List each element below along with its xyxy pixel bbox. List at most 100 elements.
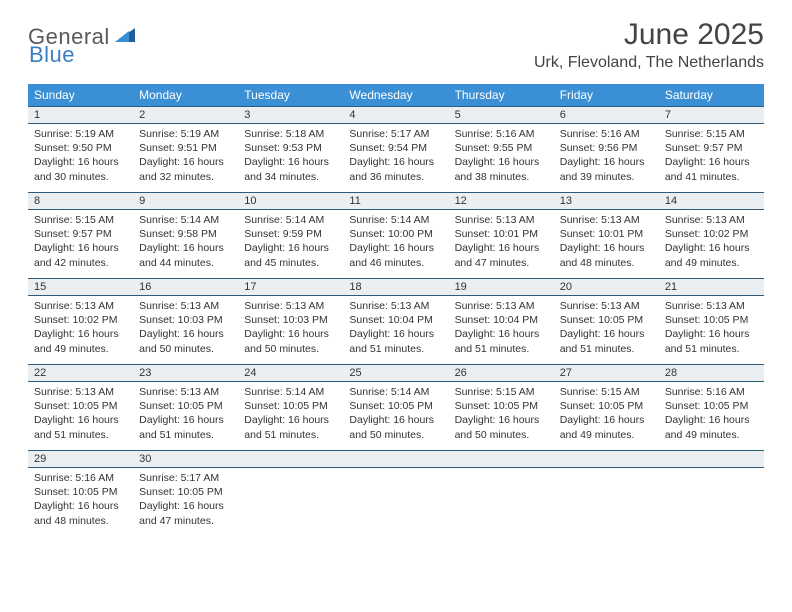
daylight-text: Daylight: 16 hours and 45 minutes. [244, 241, 337, 269]
day-number: 3 [238, 106, 343, 124]
calendar-day-cell: 1Sunrise: 5:19 AMSunset: 9:50 PMDaylight… [28, 106, 133, 192]
daylight-text: Daylight: 16 hours and 38 minutes. [455, 155, 548, 183]
header-row: General June 2025 Urk, Flevoland, The Ne… [28, 18, 764, 72]
daylight-text: Daylight: 16 hours and 50 minutes. [244, 327, 337, 355]
sunset-text: Sunset: 10:05 PM [560, 399, 653, 413]
sunset-text: Sunset: 9:59 PM [244, 227, 337, 241]
sunrise-text: Sunrise: 5:13 AM [244, 299, 337, 313]
sunrise-text: Sunrise: 5:15 AM [34, 213, 127, 227]
day-header: Sunday [28, 84, 133, 106]
day-number: 18 [343, 278, 448, 296]
day-content: Sunrise: 5:16 AMSunset: 9:56 PMDaylight:… [554, 124, 659, 188]
day-number: 17 [238, 278, 343, 296]
day-content: Sunrise: 5:17 AMSunset: 9:54 PMDaylight:… [343, 124, 448, 188]
day-content: Sunrise: 5:13 AMSunset: 10:05 PMDaylight… [133, 382, 238, 446]
day-content: Sunrise: 5:14 AMSunset: 10:05 PMDaylight… [238, 382, 343, 446]
sunrise-text: Sunrise: 5:13 AM [665, 299, 758, 313]
day-content: Sunrise: 5:14 AMSunset: 10:00 PMDaylight… [343, 210, 448, 274]
sunrise-text: Sunrise: 5:16 AM [455, 127, 548, 141]
sunset-text: Sunset: 10:05 PM [349, 399, 442, 413]
daylight-text: Daylight: 16 hours and 44 minutes. [139, 241, 232, 269]
calendar-day-cell: 4Sunrise: 5:17 AMSunset: 9:54 PMDaylight… [343, 106, 448, 192]
sunrise-text: Sunrise: 5:15 AM [455, 385, 548, 399]
title-block: June 2025 Urk, Flevoland, The Netherland… [534, 18, 764, 72]
day-content: Sunrise: 5:18 AMSunset: 9:53 PMDaylight:… [238, 124, 343, 188]
daylight-text: Daylight: 16 hours and 41 minutes. [665, 155, 758, 183]
day-number: 14 [659, 192, 764, 210]
calendar-day-cell [343, 450, 448, 536]
day-number [659, 450, 764, 468]
sunrise-text: Sunrise: 5:13 AM [665, 213, 758, 227]
sunrise-text: Sunrise: 5:16 AM [665, 385, 758, 399]
sunset-text: Sunset: 10:05 PM [34, 399, 127, 413]
daylight-text: Daylight: 16 hours and 42 minutes. [34, 241, 127, 269]
calendar-week-row: 1Sunrise: 5:19 AMSunset: 9:50 PMDaylight… [28, 106, 764, 192]
daylight-text: Daylight: 16 hours and 32 minutes. [139, 155, 232, 183]
sunrise-text: Sunrise: 5:19 AM [34, 127, 127, 141]
logo-text-blue: Blue [29, 42, 75, 67]
daylight-text: Daylight: 16 hours and 47 minutes. [455, 241, 548, 269]
sunset-text: Sunset: 10:02 PM [34, 313, 127, 327]
sunset-text: Sunset: 10:01 PM [560, 227, 653, 241]
calendar-day-cell: 8Sunrise: 5:15 AMSunset: 9:57 PMDaylight… [28, 192, 133, 278]
day-number: 15 [28, 278, 133, 296]
day-number [554, 450, 659, 468]
location-text: Urk, Flevoland, The Netherlands [534, 54, 764, 72]
sunset-text: Sunset: 9:58 PM [139, 227, 232, 241]
calendar-body: 1Sunrise: 5:19 AMSunset: 9:50 PMDaylight… [28, 106, 764, 536]
day-number: 21 [659, 278, 764, 296]
day-number: 10 [238, 192, 343, 210]
calendar-day-cell: 17Sunrise: 5:13 AMSunset: 10:03 PMDaylig… [238, 278, 343, 364]
sunrise-text: Sunrise: 5:16 AM [560, 127, 653, 141]
day-number: 20 [554, 278, 659, 296]
calendar-week-row: 15Sunrise: 5:13 AMSunset: 10:02 PMDaylig… [28, 278, 764, 364]
day-content: Sunrise: 5:14 AMSunset: 9:59 PMDaylight:… [238, 210, 343, 274]
day-content: Sunrise: 5:14 AMSunset: 10:05 PMDaylight… [343, 382, 448, 446]
calendar-day-cell: 11Sunrise: 5:14 AMSunset: 10:00 PMDaylig… [343, 192, 448, 278]
sunrise-text: Sunrise: 5:14 AM [244, 385, 337, 399]
sunrise-text: Sunrise: 5:13 AM [34, 385, 127, 399]
sunset-text: Sunset: 10:03 PM [139, 313, 232, 327]
daylight-text: Daylight: 16 hours and 49 minutes. [665, 413, 758, 441]
calendar-header: SundayMondayTuesdayWednesdayThursdayFrid… [28, 84, 764, 106]
day-header: Saturday [659, 84, 764, 106]
sunrise-text: Sunrise: 5:19 AM [139, 127, 232, 141]
calendar-day-cell: 10Sunrise: 5:14 AMSunset: 9:59 PMDayligh… [238, 192, 343, 278]
sunrise-text: Sunrise: 5:13 AM [560, 213, 653, 227]
calendar-day-cell: 13Sunrise: 5:13 AMSunset: 10:01 PMDaylig… [554, 192, 659, 278]
sunrise-text: Sunrise: 5:17 AM [349, 127, 442, 141]
day-number: 27 [554, 364, 659, 382]
day-content: Sunrise: 5:13 AMSunset: 10:01 PMDaylight… [449, 210, 554, 274]
day-content: Sunrise: 5:13 AMSunset: 10:05 PMDaylight… [28, 382, 133, 446]
sunset-text: Sunset: 9:54 PM [349, 141, 442, 155]
daylight-text: Daylight: 16 hours and 51 minutes. [455, 327, 548, 355]
sunrise-text: Sunrise: 5:13 AM [560, 299, 653, 313]
day-number: 7 [659, 106, 764, 124]
calendar-day-cell: 18Sunrise: 5:13 AMSunset: 10:04 PMDaylig… [343, 278, 448, 364]
sunset-text: Sunset: 10:04 PM [455, 313, 548, 327]
sunset-text: Sunset: 9:51 PM [139, 141, 232, 155]
sunrise-text: Sunrise: 5:13 AM [455, 213, 548, 227]
sunrise-text: Sunrise: 5:18 AM [244, 127, 337, 141]
daylight-text: Daylight: 16 hours and 50 minutes. [139, 327, 232, 355]
daylight-text: Daylight: 16 hours and 51 minutes. [349, 327, 442, 355]
daylight-text: Daylight: 16 hours and 49 minutes. [34, 327, 127, 355]
calendar-day-cell: 12Sunrise: 5:13 AMSunset: 10:01 PMDaylig… [449, 192, 554, 278]
day-header: Wednesday [343, 84, 448, 106]
day-number: 12 [449, 192, 554, 210]
sunrise-text: Sunrise: 5:14 AM [244, 213, 337, 227]
day-header: Tuesday [238, 84, 343, 106]
calendar-day-cell: 5Sunrise: 5:16 AMSunset: 9:55 PMDaylight… [449, 106, 554, 192]
sunset-text: Sunset: 10:05 PM [560, 313, 653, 327]
day-number: 13 [554, 192, 659, 210]
calendar-day-cell: 22Sunrise: 5:13 AMSunset: 10:05 PMDaylig… [28, 364, 133, 450]
daylight-text: Daylight: 16 hours and 49 minutes. [560, 413, 653, 441]
day-content: Sunrise: 5:13 AMSunset: 10:02 PMDaylight… [28, 296, 133, 360]
sunset-text: Sunset: 10:05 PM [139, 399, 232, 413]
day-content: Sunrise: 5:13 AMSunset: 10:04 PMDaylight… [343, 296, 448, 360]
calendar-day-cell: 28Sunrise: 5:16 AMSunset: 10:05 PMDaylig… [659, 364, 764, 450]
calendar-day-cell [659, 450, 764, 536]
daylight-text: Daylight: 16 hours and 46 minutes. [349, 241, 442, 269]
sunset-text: Sunset: 10:05 PM [34, 485, 127, 499]
calendar-day-cell: 25Sunrise: 5:14 AMSunset: 10:05 PMDaylig… [343, 364, 448, 450]
